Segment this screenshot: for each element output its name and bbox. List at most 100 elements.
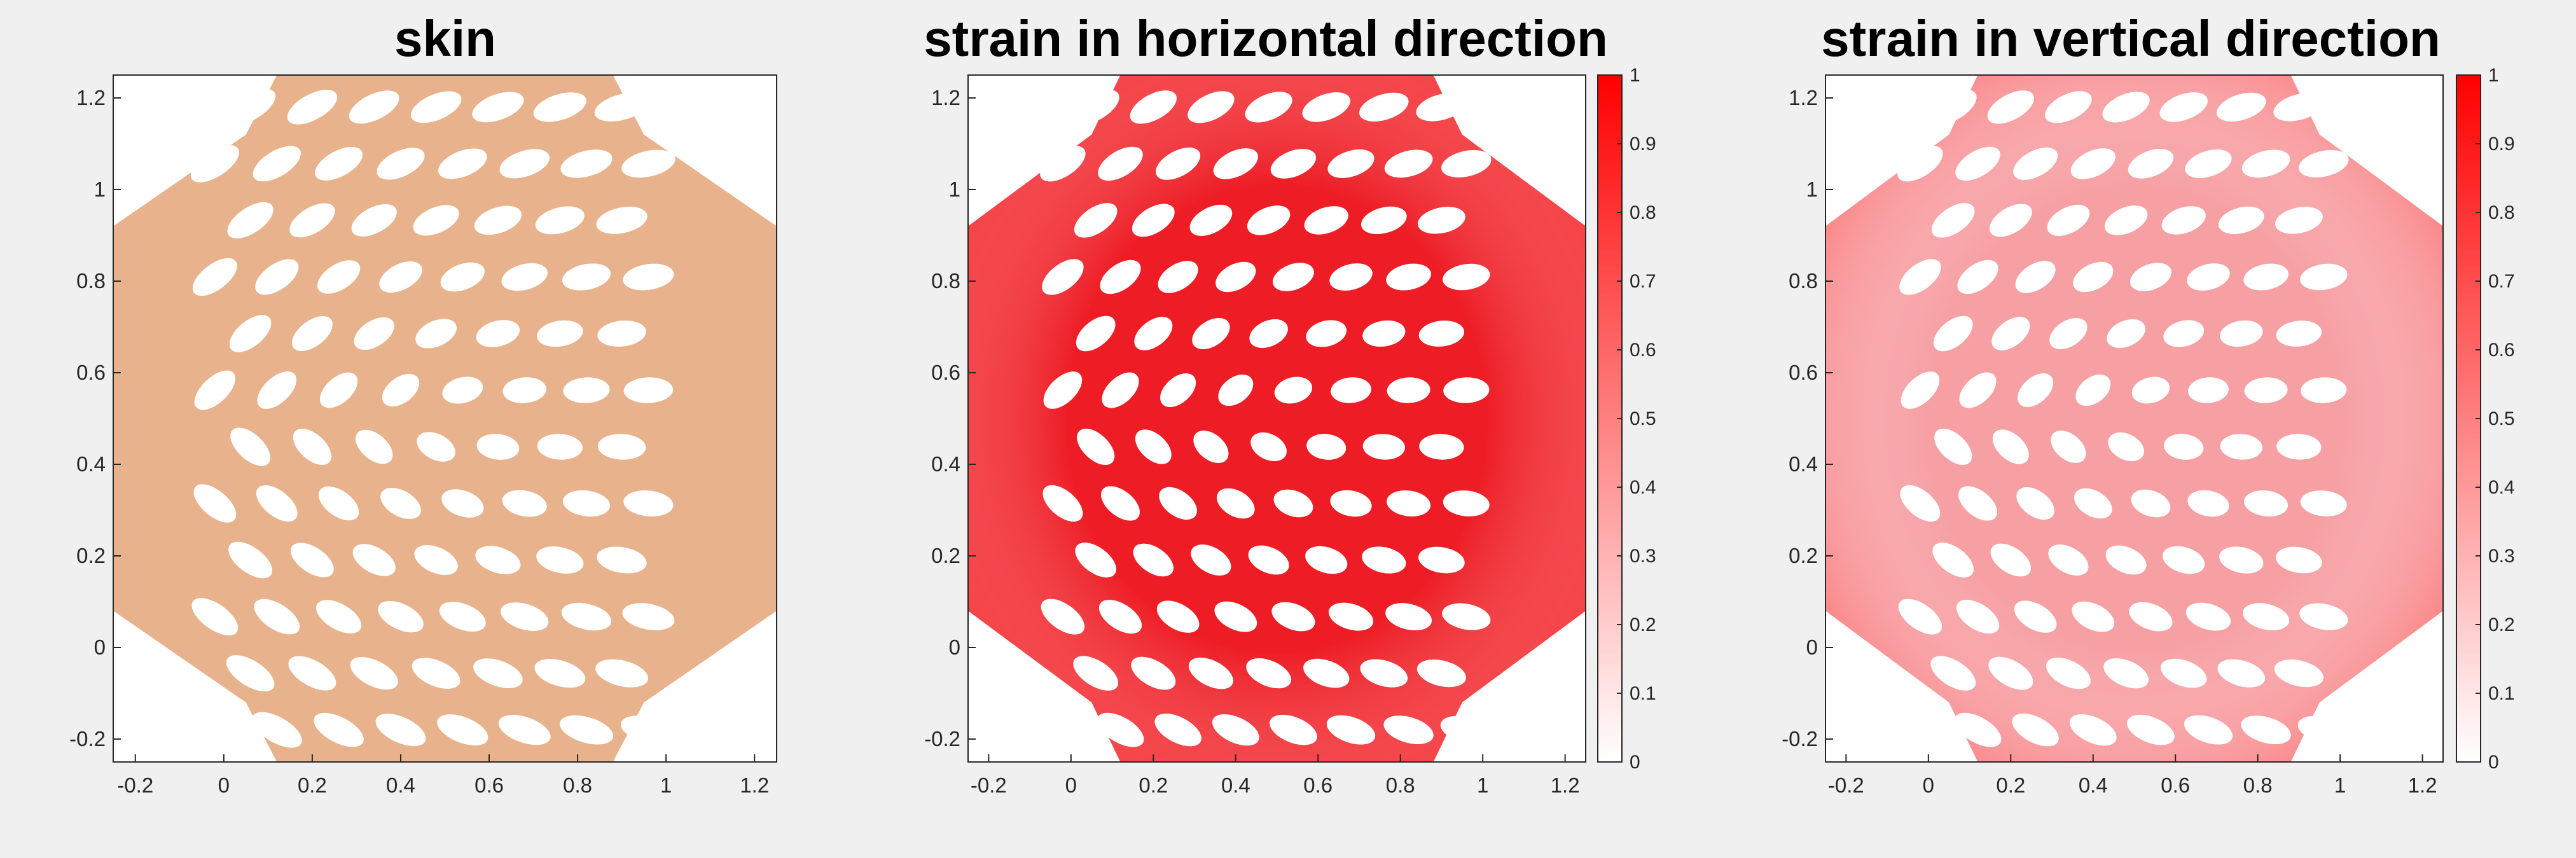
hole: [2276, 546, 2322, 574]
hole: [318, 486, 359, 521]
hole: [2220, 320, 2263, 347]
hole: [1989, 204, 2032, 237]
hole: [502, 377, 547, 403]
hole: [1130, 90, 1177, 124]
hole: [412, 658, 460, 689]
hole: [316, 600, 362, 633]
hole: [1074, 203, 1118, 238]
colorbar-tick-label: 0.9: [2488, 134, 2515, 155]
hole: [534, 659, 586, 688]
hole: [314, 712, 364, 747]
x-tick-label: 0.2: [298, 773, 327, 797]
hole: [2164, 434, 2204, 460]
hole: [2131, 489, 2171, 518]
hole: [1959, 372, 1997, 408]
hole: [2012, 713, 2059, 747]
colorbar-tick-label: 0.2: [2488, 614, 2515, 635]
hole: [355, 429, 393, 464]
hole: [2069, 714, 2117, 746]
hole: [354, 317, 394, 350]
hole: [2275, 207, 2323, 234]
hole: [2131, 377, 2170, 404]
x-tick-label: 0: [1065, 773, 1077, 797]
hole: [438, 148, 487, 179]
hole: [622, 603, 675, 630]
hole: [1135, 429, 1172, 464]
x-tick-label: 1: [660, 773, 672, 797]
hole: [1897, 146, 1943, 182]
hole: [1270, 714, 1317, 745]
x-tick-label: 0: [1923, 773, 1934, 797]
hole: [501, 263, 548, 291]
hole: [1387, 490, 1431, 517]
hole: [623, 490, 674, 516]
hole: [1274, 377, 1313, 404]
hole: [1158, 261, 1198, 293]
hole: [1076, 315, 1116, 352]
hole: [1416, 659, 1466, 688]
x-tick-label: 0: [218, 773, 230, 797]
hole: [1992, 429, 2029, 464]
hole: [597, 546, 647, 574]
hole: [377, 148, 425, 180]
hole: [1273, 489, 1313, 518]
y-tick-label: 0.8: [931, 269, 960, 293]
hole: [380, 487, 421, 520]
edge-strain-overlay: [1825, 75, 2443, 762]
hole: [1073, 656, 1119, 691]
hole: [537, 434, 583, 460]
hole: [1330, 490, 1372, 517]
hole: [1954, 712, 2002, 747]
hole: [439, 602, 486, 632]
hole: [1896, 712, 1944, 748]
colorbar-tick-label: 0.5: [1630, 408, 1656, 429]
y-tick-label: 0.4: [931, 452, 960, 476]
colorbar: 0 0.1 0.2 0.3 0.4 0.5 0.6 0.7 0.8 0.9 1: [2456, 65, 2515, 773]
hole: [1245, 92, 1292, 123]
y-tick-label: 0.6: [1789, 361, 1818, 384]
hole: [2217, 659, 2266, 688]
colorbar-tick-label: 0.3: [2488, 546, 2515, 567]
hole: [2046, 657, 2091, 689]
hole: [2075, 374, 2111, 406]
hole: [1040, 146, 1086, 182]
hole: [499, 149, 550, 179]
y-tick-label: 0.4: [1789, 452, 1818, 476]
hole: [2105, 545, 2147, 575]
hole: [1191, 544, 1231, 576]
hole: [472, 92, 524, 123]
hole: [1933, 315, 1973, 352]
hole: [2048, 544, 2089, 576]
hole: [2276, 434, 2322, 460]
colorbar-tick-label: 0.1: [2488, 683, 2515, 704]
hole: [475, 546, 521, 574]
hole: [1215, 261, 1256, 293]
colorbar-tick-label: 0.7: [1630, 271, 1656, 292]
y-tick-label: 1.2: [931, 86, 960, 109]
hole: [1387, 377, 1430, 403]
hole: [1041, 599, 1085, 635]
hole: [2241, 716, 2291, 745]
hole: [382, 373, 420, 407]
hole: [1302, 92, 1350, 122]
hole: [225, 88, 276, 125]
y-tick-label: 0: [94, 635, 106, 659]
hole: [533, 92, 586, 122]
hole: [1072, 90, 1119, 125]
hole: [2299, 149, 2349, 177]
hole: [1418, 321, 1465, 347]
hole: [1361, 206, 1407, 235]
hole: [437, 714, 488, 746]
hole: [1987, 90, 2035, 124]
hole: [1098, 599, 1142, 634]
hole: [2217, 92, 2266, 122]
colorbar-tick-label: 0.6: [2488, 340, 2515, 361]
hole: [1443, 377, 1490, 403]
y-tick-label: 0.8: [76, 269, 106, 293]
field-layer: [968, 75, 1586, 762]
hole: [623, 263, 674, 291]
x-tick-label: 1.2: [740, 773, 769, 797]
hole: [229, 315, 272, 352]
hole: [1303, 658, 1350, 688]
x-tick-label: 0.4: [1221, 773, 1250, 797]
